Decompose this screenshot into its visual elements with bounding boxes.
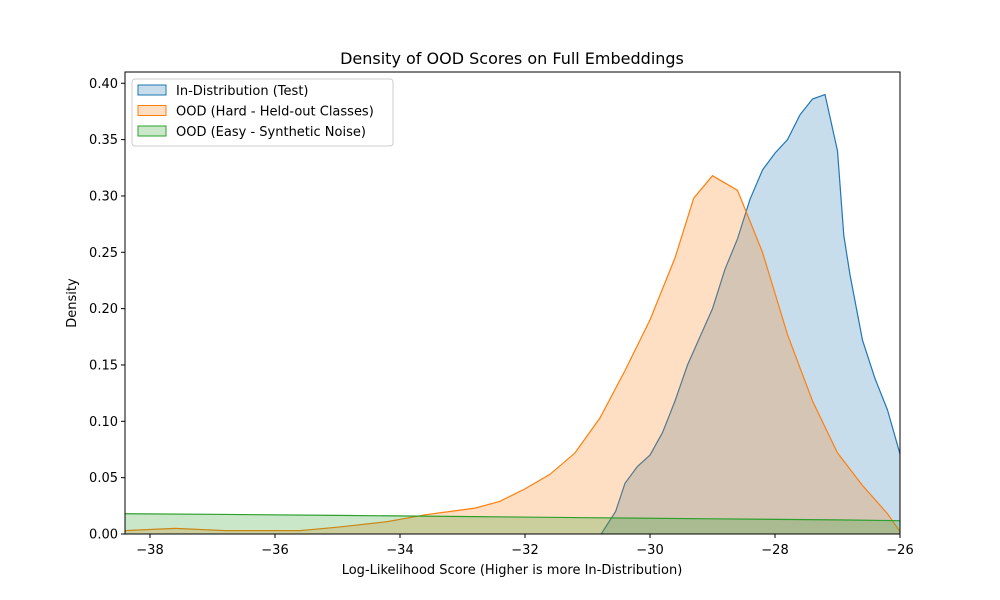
series-area-1	[601, 94, 900, 534]
y-tick-label: 0.20	[89, 302, 118, 317]
x-tick-label: −36	[261, 543, 288, 558]
x-axis-label: Log-Likelihood Score (Higher is more In-…	[342, 563, 683, 578]
y-tick-label: 0.25	[89, 246, 118, 261]
legend-label: OOD (Easy - Synthetic Noise)	[176, 125, 366, 140]
legend: In-Distribution (Test) OOD (Hard - Held-o…	[131, 78, 394, 147]
legend-label: In-Distribution (Test)	[176, 84, 308, 99]
x-axis-ticks: −38 −36 −34 −32 −30 −28 −26	[136, 534, 914, 558]
legend-swatch	[137, 84, 167, 96]
y-tick-label: 0.40	[89, 77, 118, 92]
y-tick-label: 0.30	[89, 189, 118, 204]
x-tick-label: −30	[636, 543, 663, 558]
plot-frame	[124, 71, 901, 535]
series-line-1	[600, 93, 900, 534]
legend-label: OOD (Hard - Held-out Classes)	[176, 105, 374, 120]
x-tick-label: −32	[511, 543, 538, 558]
legend-swatch	[137, 105, 167, 116]
series-layer	[125, 93, 900, 534]
series-line-2	[125, 174, 900, 533]
legend-swatch	[137, 125, 167, 137]
y-tick-label: 0.05	[89, 471, 118, 486]
y-axis-label: Density	[65, 278, 80, 328]
x-tick-label: −28	[761, 543, 788, 558]
y-axis-ticks: 0.00 0.05 0.10 0.15 0.20 0.25 0.30 0.35 0.40	[89, 77, 125, 543]
y-tick-label: 0.15	[89, 358, 118, 373]
x-tick-label: −26	[886, 543, 913, 558]
x-tick-label: −38	[136, 543, 163, 558]
y-tick-label: 0.00	[89, 528, 118, 543]
series-line-3	[125, 513, 900, 522]
y-tick-label: 0.10	[89, 415, 118, 430]
y-tick-label: 0.35	[89, 133, 118, 148]
x-tick-label: −34	[386, 543, 413, 558]
chart-title: Density of OOD Scores on Full Embeddings	[340, 49, 684, 68]
series-area-2	[125, 175, 900, 534]
legend-box	[131, 78, 394, 147]
